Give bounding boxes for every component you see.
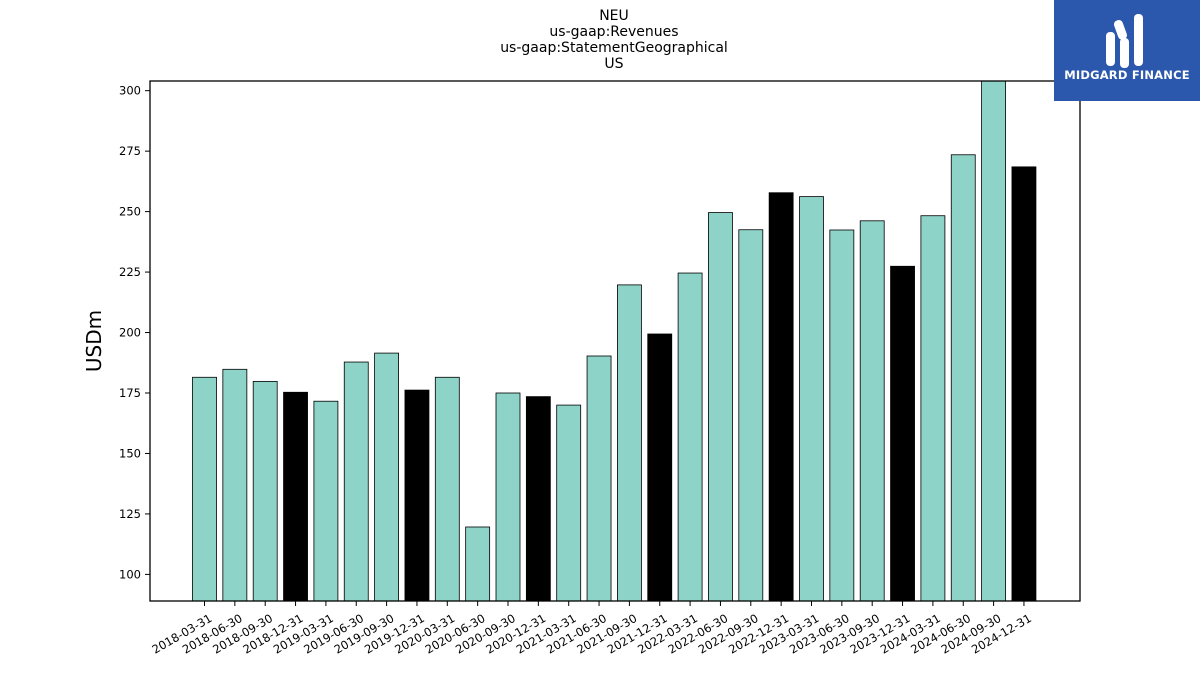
bar-2024-03-31 xyxy=(920,215,946,602)
y-tick-label: 175 xyxy=(119,386,141,400)
bar-2022-09-30 xyxy=(738,229,764,602)
bar-2022-03-31 xyxy=(677,272,703,602)
bar-2024-09-30 xyxy=(981,80,1006,602)
y-tick-label: 225 xyxy=(119,265,141,279)
chart-title: NEU us-gaap:Revenues us-gaap:StatementGe… xyxy=(500,8,728,72)
title-line-4: US xyxy=(604,56,623,72)
title-line-3: us-gaap:StatementGeographical xyxy=(500,40,728,56)
x-axis-ticks: 2018-03-312018-06-302018-09-302018-12-31… xyxy=(150,601,1034,657)
bar-2019-06-30 xyxy=(343,361,369,602)
bar-2023-03-31 xyxy=(799,196,824,602)
y-axis-ticks: 100 125 150 175 200 225 250 275 300 xyxy=(119,84,150,581)
bar-2020-12-31 xyxy=(525,396,551,602)
y-tick-label: 150 xyxy=(119,446,141,460)
bar-2023-06-30 xyxy=(829,229,855,602)
bar-2020-03-31 xyxy=(434,376,460,602)
title-line-2: us-gaap:Revenues xyxy=(549,24,678,40)
bar-2019-03-31 xyxy=(313,400,339,602)
bar-2018-03-31 xyxy=(192,376,217,602)
bar-2020-09-30 xyxy=(495,392,521,602)
y-tick-label: 125 xyxy=(119,507,141,521)
plot-frame xyxy=(149,80,1081,602)
y-tick-label: 275 xyxy=(119,144,141,158)
logo-text: MIDGARD FINANCE xyxy=(1064,68,1190,82)
midgard-logo-icon xyxy=(1106,14,1143,68)
bar-2024-12-31 xyxy=(1011,166,1037,602)
bar-2023-09-30 xyxy=(859,220,885,602)
y-tick-label: 100 xyxy=(119,567,141,581)
bar-2022-06-30 xyxy=(708,212,733,602)
y-tick-label: 300 xyxy=(119,84,141,98)
bar-2018-06-30 xyxy=(222,368,248,602)
bar-2022-12-31 xyxy=(768,192,794,602)
bar-2021-03-31 xyxy=(556,404,582,602)
y-tick-label: 200 xyxy=(119,326,141,340)
bar-2024-06-30 xyxy=(950,154,976,602)
bar-2023-12-31 xyxy=(890,265,915,602)
bar-2021-06-30 xyxy=(586,355,612,602)
bar-2019-09-30 xyxy=(374,352,400,602)
y-tick-label: 250 xyxy=(119,205,141,219)
bar-2021-09-30 xyxy=(617,284,642,602)
bars-group xyxy=(192,80,1037,602)
bar-2021-12-31 xyxy=(647,333,673,602)
title-line-1: NEU xyxy=(599,8,629,24)
bar-2020-06-30 xyxy=(465,526,491,602)
bar-2019-12-31 xyxy=(404,389,430,602)
bar-2018-12-31 xyxy=(283,391,308,602)
bar-2018-09-30 xyxy=(252,380,278,602)
y-axis-label: USDm xyxy=(82,310,106,372)
midgard-finance-logo: MIDGARD FINANCE xyxy=(1054,0,1200,101)
